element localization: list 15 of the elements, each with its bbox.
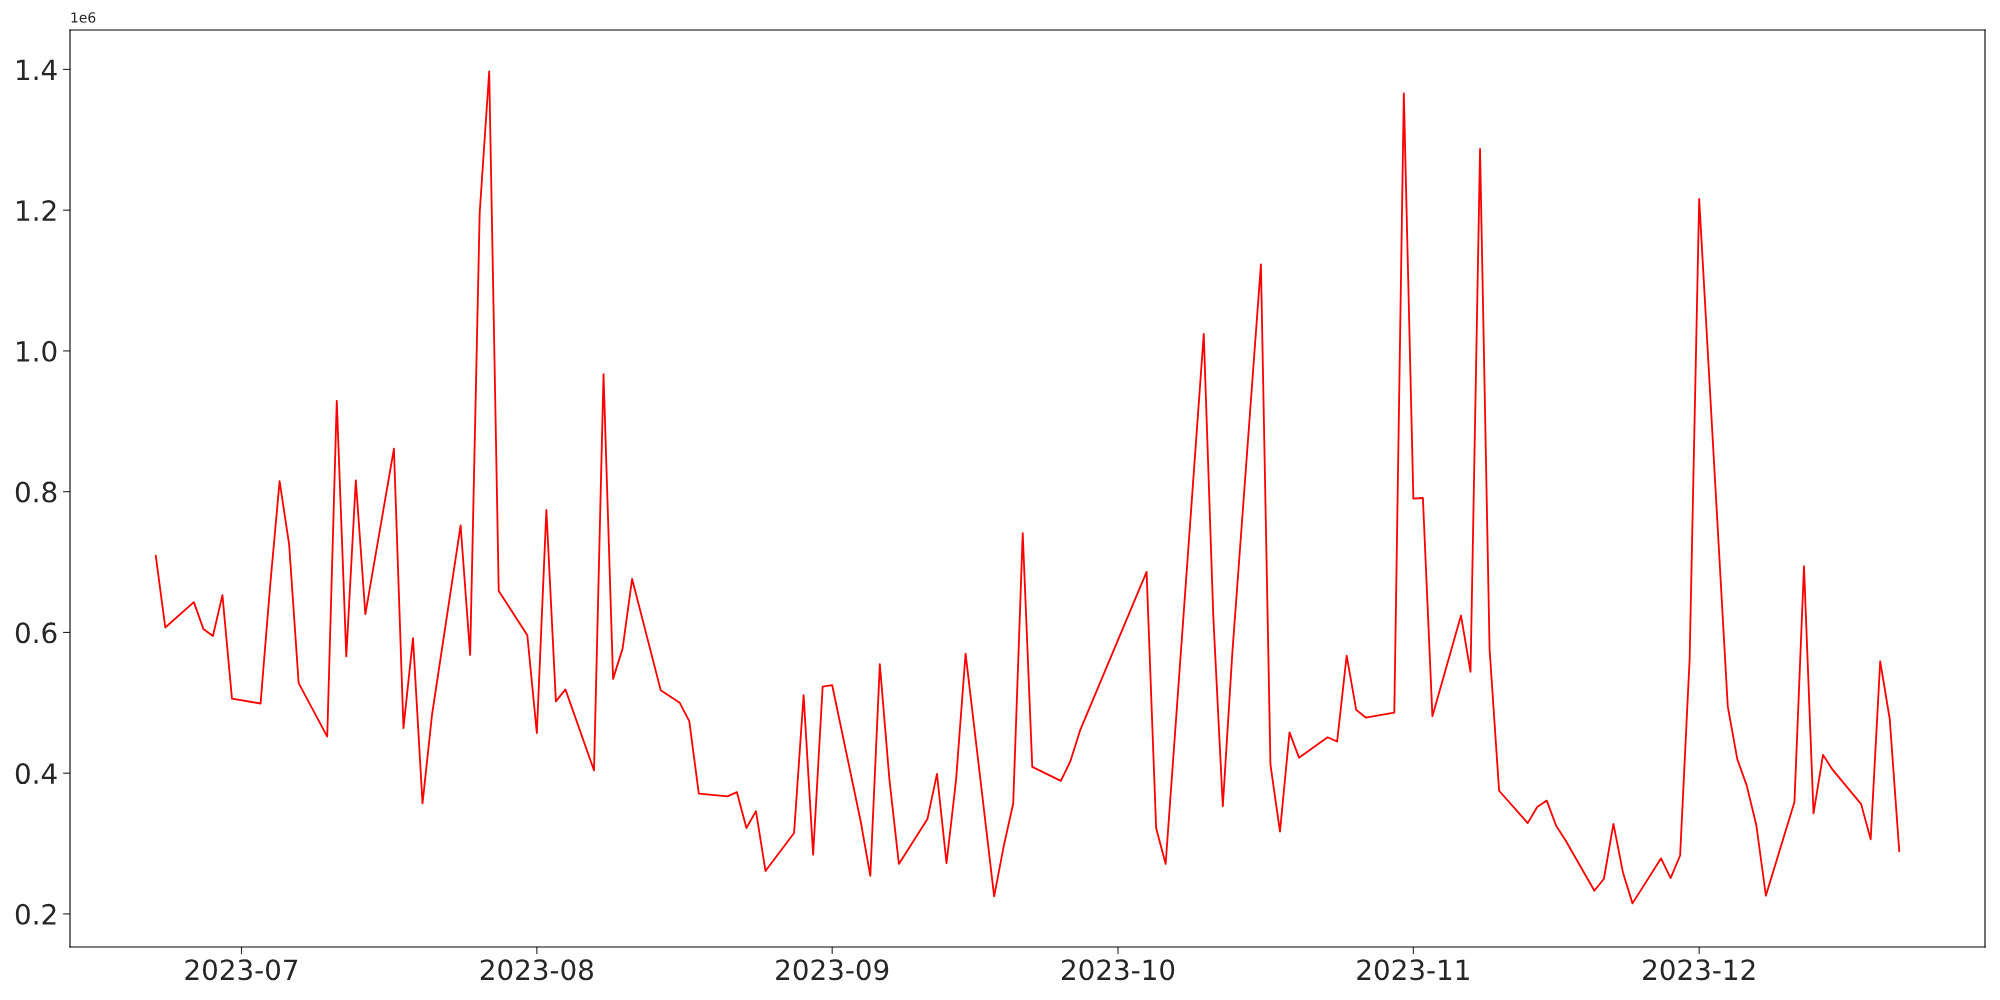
x-tick-label: 2023-08 [480,959,593,981]
y-tick-label: 0.4 [15,763,57,785]
x-tick-label: 2023-09 [776,959,889,981]
x-tick-label: 2023-11 [1357,959,1469,981]
x-tick-label: 2023-12 [1643,959,1755,981]
y-tick-label: 1.2 [17,200,56,221]
y-tick-label: 1.4 [17,59,57,80]
text: 1e6 [71,12,96,23]
y-tick-label: 0.8 [15,481,57,503]
x-tick-label: 2023-07 [185,959,298,981]
line-series [154,70,1901,905]
y-tick-label: 1.0 [17,340,57,362]
y-tick-label: 0.2 [15,903,56,925]
y-tick-label: 0.6 [15,622,57,644]
x-tick-label: 2023-10 [1062,959,1175,981]
